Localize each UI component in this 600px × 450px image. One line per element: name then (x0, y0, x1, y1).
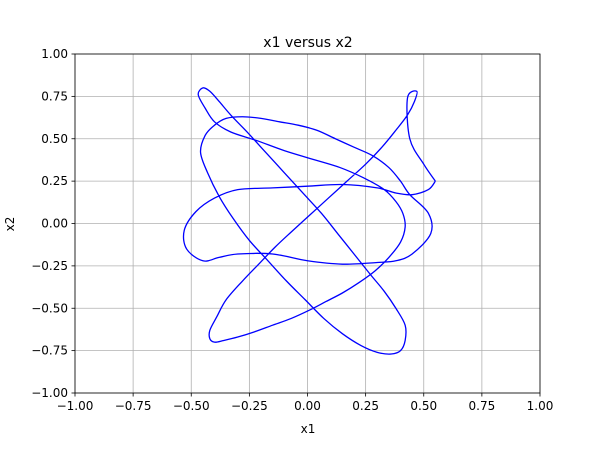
y-tick-label: 1.00 (41, 47, 68, 61)
y-tick-label: −0.50 (31, 301, 68, 315)
x-tick-label: 1.00 (527, 399, 554, 413)
y-tick-label: −0.25 (31, 259, 68, 273)
x-tick-label: 0.00 (294, 399, 321, 413)
y-tick-label: −0.75 (31, 344, 68, 358)
x-axis-label: x1 (301, 422, 316, 436)
y-axis-ticks: −1.00 −0.75 −0.50 −0.25 0.00 0.25 0.50 0.75 1.00 (31, 47, 75, 400)
chart-title: x1 versus x2 (263, 35, 352, 51)
y-tick-label: 0.25 (41, 174, 68, 188)
x-tick-label: −0.50 (173, 399, 210, 413)
y-tick-label: 0.00 (41, 217, 68, 231)
series-line-0 (182, 87, 436, 355)
series-layer (182, 87, 436, 355)
y-tick-label: 0.75 (41, 89, 68, 103)
y-axis-label: x2 (3, 217, 17, 232)
x-tick-label: 0.25 (352, 399, 379, 413)
x-axis-ticks: −1.00 −0.75 −0.50 −0.25 0.00 0.25 0.50 0.75 1.00 (57, 393, 554, 413)
x-tick-label: 0.50 (410, 399, 437, 413)
y-tick-label: 0.50 (41, 132, 68, 146)
x-tick-label: −1.00 (57, 399, 94, 413)
y-tick-label: −1.00 (31, 386, 68, 400)
x-tick-label: −0.25 (231, 399, 268, 413)
x-tick-label: −0.75 (115, 399, 152, 413)
x-tick-label: 0.75 (469, 399, 496, 413)
